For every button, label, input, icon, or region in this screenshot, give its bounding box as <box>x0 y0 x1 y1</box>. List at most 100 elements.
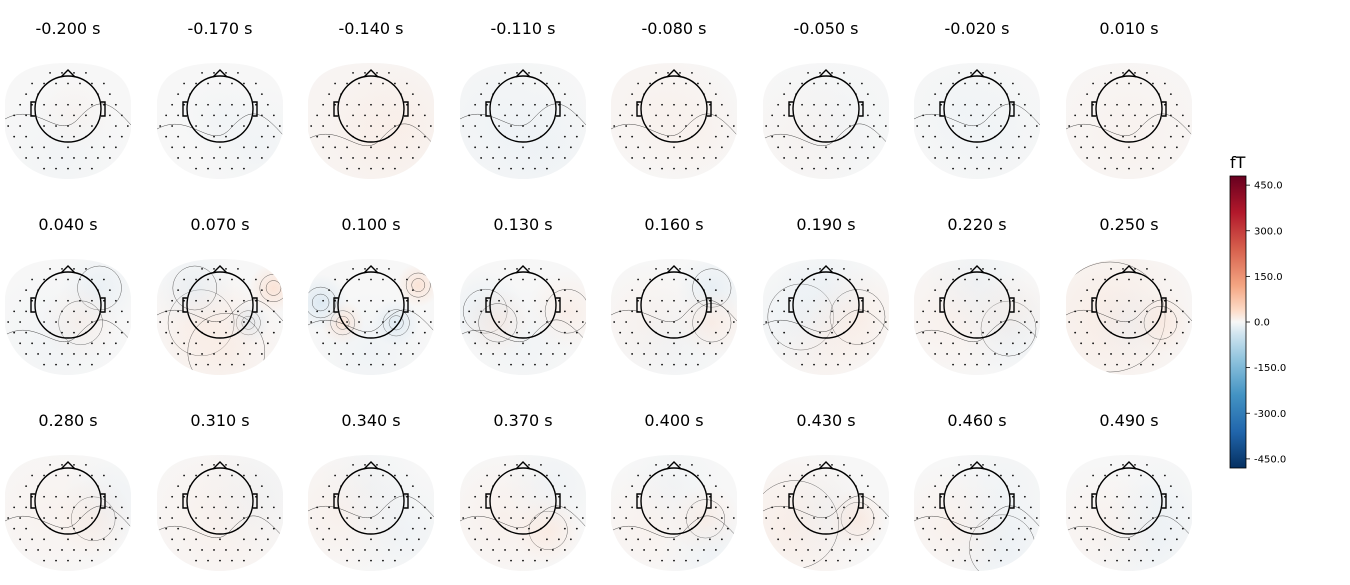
sensor-dot <box>492 353 494 355</box>
sensor-dot <box>940 278 942 281</box>
sensor-dot <box>649 321 651 323</box>
sensor-dot <box>370 321 372 323</box>
sensor-dot <box>255 146 257 149</box>
sensor-dot <box>575 135 578 138</box>
sensor-dot <box>1116 82 1118 85</box>
sensor-dot <box>328 289 331 292</box>
sensor-dot <box>429 321 432 323</box>
panel-title: 0.190 s <box>796 215 855 234</box>
sensor-dot <box>946 353 948 355</box>
sensor-dot <box>468 506 471 509</box>
sensor-dot <box>789 474 791 477</box>
sensor-dot <box>631 549 634 551</box>
sensor-dot <box>801 517 803 519</box>
sensor-dot <box>1116 167 1118 170</box>
sensor-dot <box>504 114 506 117</box>
left-ear-outline <box>788 297 793 313</box>
sensor-dot <box>720 342 723 345</box>
sensor-dot <box>1012 82 1014 85</box>
sensor-dot <box>825 103 827 106</box>
topomap-panel: 0.250 s <box>1066 215 1192 375</box>
sensor-dot <box>7 125 10 127</box>
sensor-dot <box>1104 538 1106 541</box>
sensor-dot <box>328 527 331 530</box>
head-outline <box>792 75 860 143</box>
sensor-dot <box>1146 114 1148 117</box>
sensor-dot <box>558 278 560 281</box>
sensor-dot <box>183 342 185 345</box>
sensor-dot <box>819 549 821 551</box>
sensor-dot <box>322 125 325 127</box>
sensor-dot <box>522 299 524 302</box>
sensor-dot <box>498 299 500 302</box>
sensor-dot <box>679 353 681 355</box>
sensor-dot <box>1181 135 1184 138</box>
sensor-dot <box>55 167 57 170</box>
sensor-dot <box>976 167 978 170</box>
sensor-dot <box>837 517 839 519</box>
sensor-dot <box>982 267 984 270</box>
sensor-dot <box>272 331 275 334</box>
colorbar-gradient <box>1229 175 1247 469</box>
topomap-field <box>1066 259 1192 375</box>
sensor-dot <box>1140 299 1142 302</box>
sensor-dot <box>988 559 990 562</box>
sensor-dot <box>546 278 548 281</box>
sensor-dot <box>691 71 693 74</box>
field-blob <box>614 286 734 375</box>
sensor-dot <box>685 517 687 519</box>
sensor-dot <box>952 146 954 149</box>
sensor-dot <box>278 125 281 127</box>
right-ear-outline <box>556 493 561 509</box>
nose-outline <box>60 461 76 470</box>
sensor-dot <box>1122 506 1124 509</box>
sensor-dot <box>394 363 396 366</box>
sensor-dot <box>819 135 821 138</box>
sensor-dot <box>934 157 937 159</box>
sensor-dot <box>243 538 245 541</box>
sensor-dot <box>1104 342 1106 345</box>
sensor-dot <box>55 321 57 323</box>
sensor-dot <box>843 114 845 117</box>
sensor-dot <box>928 321 931 323</box>
sensor-dot <box>837 167 839 170</box>
sensor-dot <box>225 353 227 355</box>
sensor-dot <box>1000 299 1002 302</box>
sensor-dot <box>540 506 542 509</box>
sensor-dot <box>1169 135 1172 138</box>
sensor-dot <box>964 495 966 498</box>
sensor-dot <box>1158 353 1160 355</box>
sensor-dot <box>813 167 815 170</box>
sensor-dot <box>982 527 984 530</box>
sensor-dot <box>831 506 833 509</box>
sensor-dot <box>376 135 378 138</box>
sensor-dot <box>1017 135 1020 138</box>
sensor-dot <box>79 299 81 302</box>
sensor-dot <box>103 82 105 85</box>
sensor-dot <box>714 353 717 355</box>
sensor-dot <box>231 363 233 366</box>
sensor-dot <box>685 125 687 127</box>
sensor-dot <box>783 114 786 117</box>
sensor-dot <box>207 82 209 85</box>
sensor-dot <box>486 278 488 281</box>
sensor-dot <box>825 342 827 345</box>
sensor-dot <box>631 114 634 117</box>
sensor-dot <box>952 342 954 345</box>
sensor-dot <box>49 549 51 551</box>
sensor-dot <box>114 538 117 541</box>
sensor-dot <box>777 146 780 149</box>
sensor-dot <box>237 353 239 355</box>
sensor-dot <box>382 495 384 498</box>
sensor-dot <box>709 82 711 85</box>
right-ear-outline <box>253 297 258 313</box>
sensor-dot <box>388 267 390 270</box>
head-outline <box>640 271 708 339</box>
sensor-dot <box>546 517 548 519</box>
sensor-dot <box>952 299 954 302</box>
sensor-dot <box>697 321 699 323</box>
sensor-dot <box>126 125 129 127</box>
sensor-dot <box>546 103 548 106</box>
sensor-dot <box>528 71 530 74</box>
sensor-dot <box>417 517 420 519</box>
